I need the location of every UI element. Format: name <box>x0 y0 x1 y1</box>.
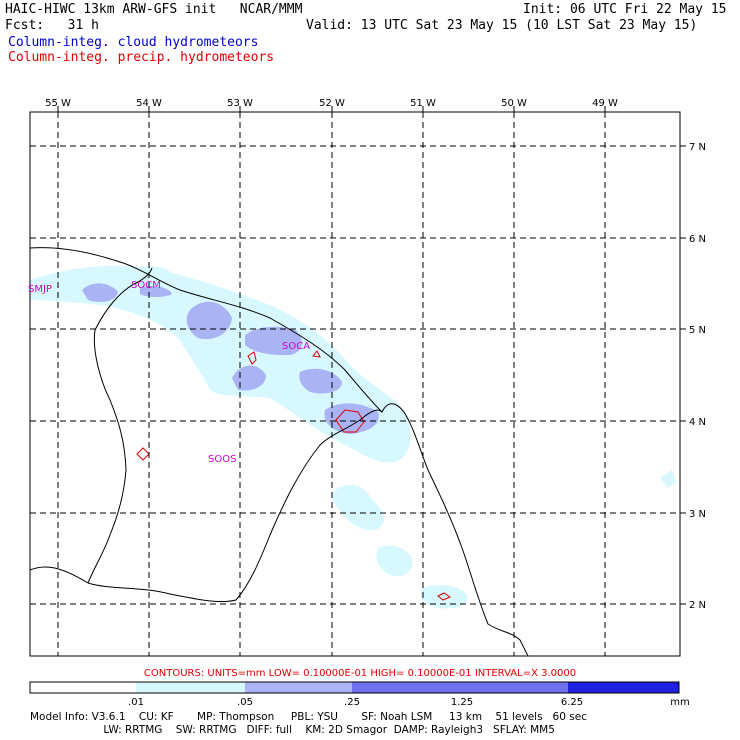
cloud-shading-medium <box>82 283 379 434</box>
forecast-hour: Fcst: 31 h <box>5 18 99 33</box>
lat-label: 4 N <box>689 417 706 428</box>
model-info-line1: Model Info: V3.6.1 CU: KF MP: Thompson P… <box>30 711 587 723</box>
coastline <box>29 247 529 657</box>
precip-legend: Column-integ. precip. hydrometeors <box>8 50 275 65</box>
colorbar-units: mm <box>670 697 689 708</box>
plot-title: HAIC-HIWC 13km ARW-GFS init NCAR/MMM <box>5 2 303 17</box>
colorbar-label: 1.25 <box>451 697 473 708</box>
colorbar-bin <box>462 682 568 693</box>
lat-label: 3 N <box>689 509 706 520</box>
colorbar-bin <box>568 682 679 693</box>
cloud-legend: Column-integ. cloud hydrometeors <box>8 35 259 50</box>
country-border <box>87 281 383 603</box>
lon-label: 51 W <box>410 98 436 109</box>
map-panel: SMJP SOCM SOCA SOOS <box>28 106 686 657</box>
lat-label: 6 N <box>689 234 706 245</box>
model-info-line2: LW: RRTMG SW: RRTMG DIFF: full KM: 2D Sm… <box>30 724 555 736</box>
lon-label: 50 W <box>501 98 527 109</box>
map-frame <box>29 111 681 657</box>
lat-label: 7 N <box>689 142 706 153</box>
station-label: SOCA <box>282 341 310 352</box>
frame-ticks <box>57 106 686 605</box>
colorbar-bin <box>245 682 352 693</box>
lat-label: 5 N <box>689 325 706 336</box>
colorbar: .01 .05 .25 1.25 6.25 mm <box>29 681 690 708</box>
colorbar-bin <box>136 682 245 693</box>
lon-label: 54 W <box>136 98 162 109</box>
lon-label: 55 W <box>45 98 71 109</box>
station-label: SMJP <box>28 284 52 295</box>
colorbar-label: 6.25 <box>561 697 583 708</box>
station-label: SOCM <box>131 280 161 291</box>
colorbar-label: .05 <box>237 697 253 708</box>
lat-label: 2 N <box>689 600 706 611</box>
lon-label: 49 W <box>592 98 618 109</box>
valid-time: Valid: 13 UTC Sat 23 May 15 (10 LST Sat … <box>306 18 698 33</box>
cloud-shading-light <box>30 265 676 609</box>
lat-lon-grid <box>30 112 680 656</box>
colorbar-label: .01 <box>128 697 144 708</box>
colorbar-label: .25 <box>344 697 360 708</box>
colorbar-bin <box>30 682 136 693</box>
colorbar-bin <box>352 682 462 693</box>
contour-info: CONTOURS: UNITS=mm LOW= 0.10000E-01 HIGH… <box>144 668 576 679</box>
lon-label: 53 W <box>227 98 253 109</box>
lon-label: 52 W <box>319 98 345 109</box>
station-label: SOOS <box>208 454 236 465</box>
colorbar-frame <box>29 681 680 694</box>
init-time: Init: 06 UTC Fri 22 May 15 <box>523 2 727 17</box>
